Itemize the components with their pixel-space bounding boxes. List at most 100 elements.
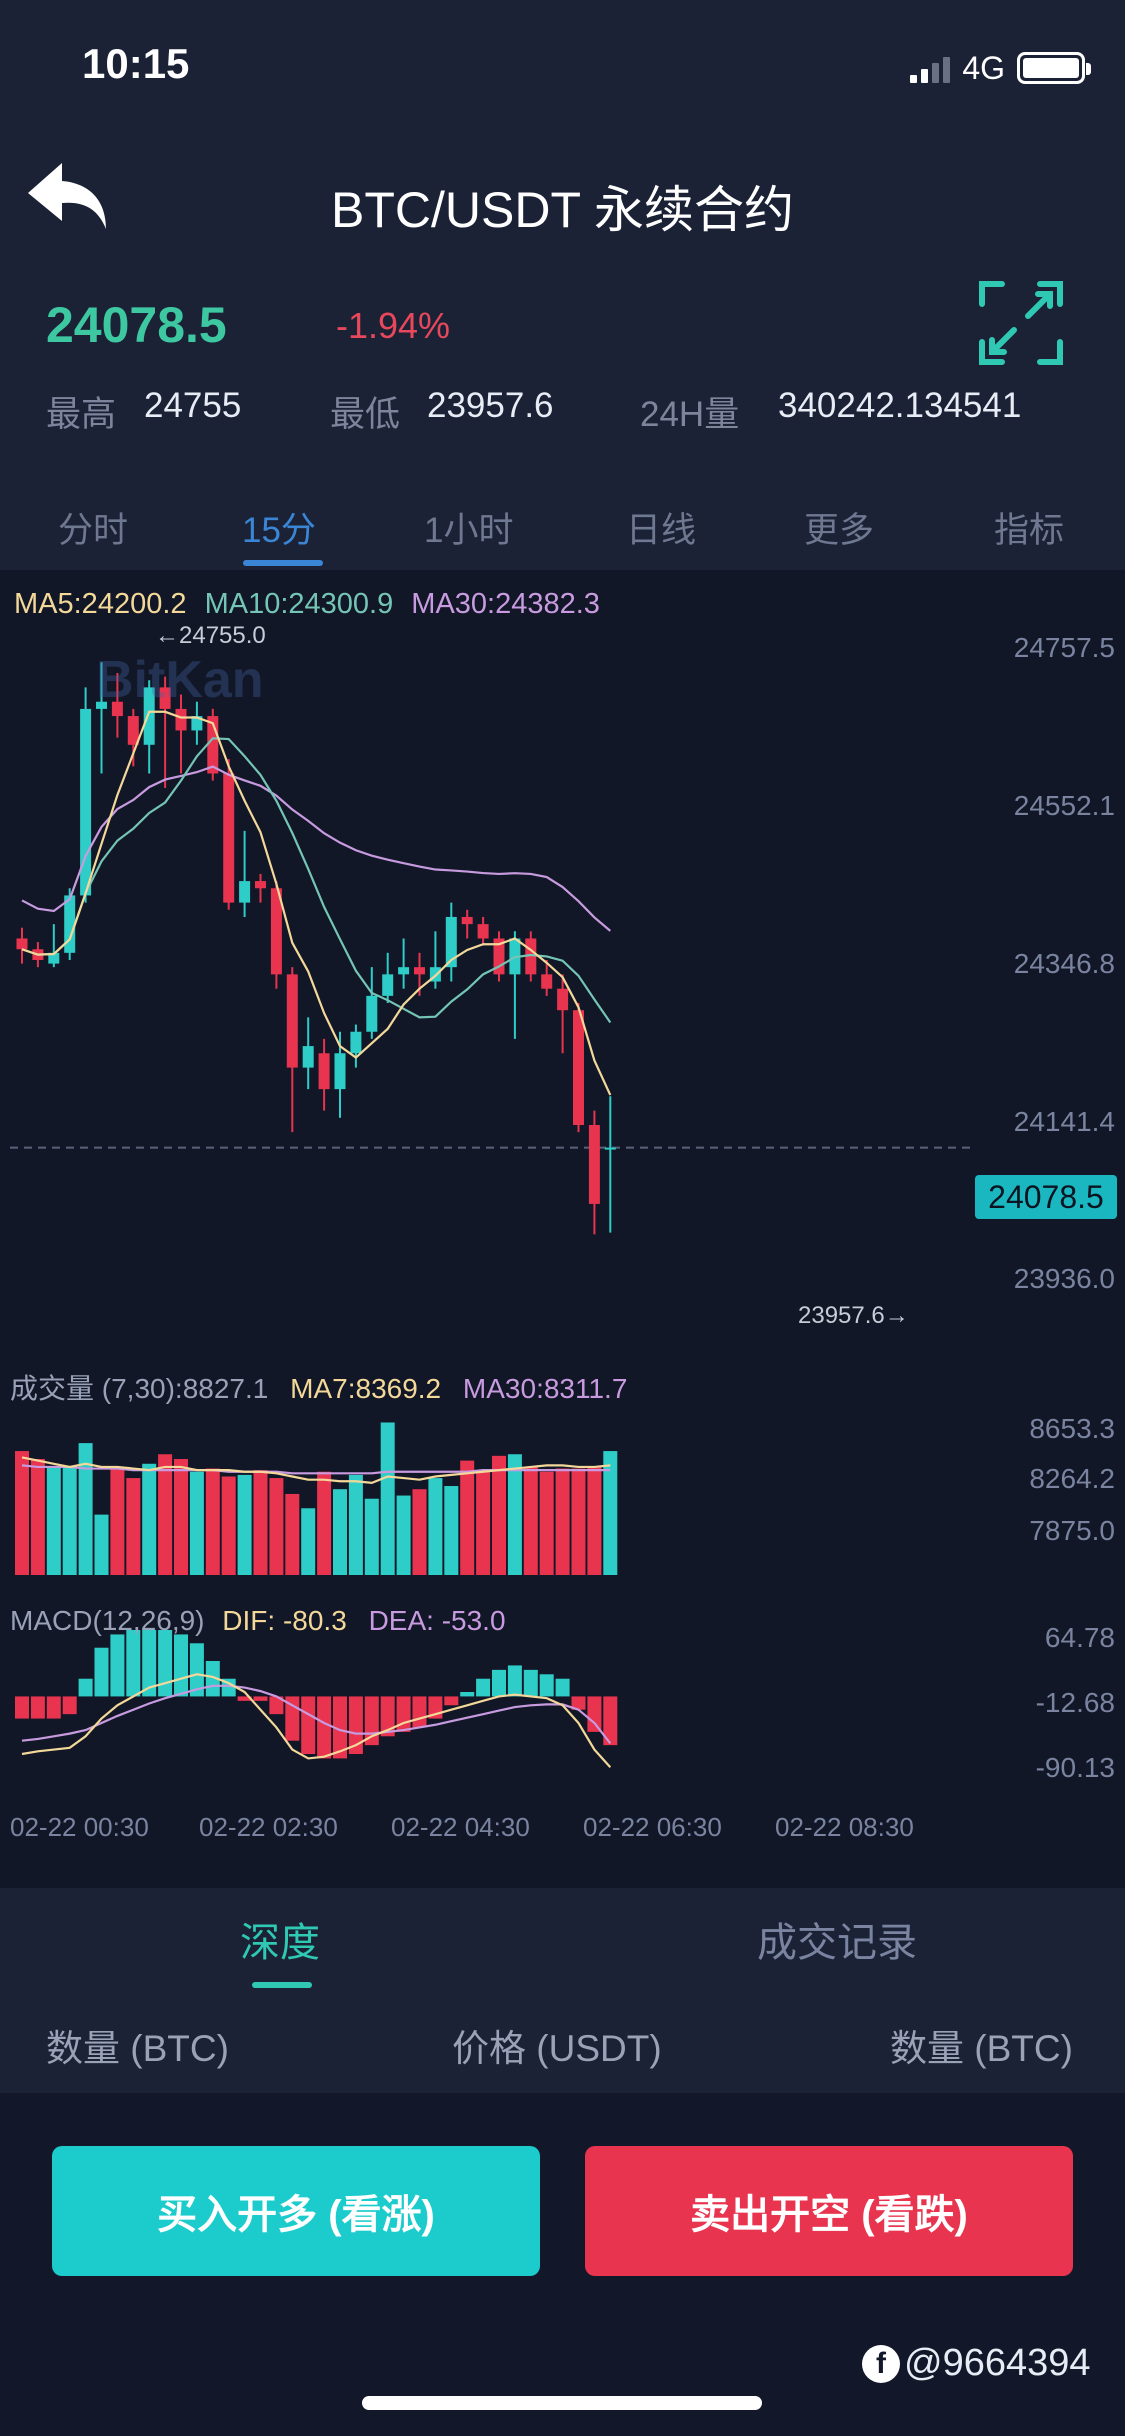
depth-tabs [0, 1888, 1125, 1998]
volume-bar [46, 1466, 61, 1575]
macd-legend: MACD(12,26,9) DIF: -80.3 DEA: -53.0 [10, 1605, 506, 1637]
high-marker: ←24755.0 [155, 622, 266, 649]
macd-histogram-bar [571, 1696, 586, 1710]
dif-legend: DIF: -80.3 [222, 1605, 347, 1636]
home-indicator[interactable] [362, 2396, 762, 2410]
candle-body [127, 716, 139, 745]
volume-ma7-legend: MA7:8369.2 [290, 1373, 442, 1404]
volume-ma30-legend: MA30:8311.7 [462, 1373, 628, 1404]
candle-body [541, 974, 553, 989]
volume-bar [587, 1466, 602, 1575]
facebook-icon: f [862, 2344, 900, 2383]
macd-histogram-bar [587, 1696, 602, 1732]
tab-15min[interactable]: 15分 [242, 511, 316, 550]
dea-line [21, 1684, 612, 1745]
candle-body [16, 938, 28, 950]
candle-body [223, 773, 235, 903]
volume-bar [110, 1468, 125, 1575]
volume-bar [94, 1514, 109, 1575]
macd-histogram-bar [30, 1696, 45, 1719]
back-button[interactable] [22, 155, 112, 235]
volume-bar [78, 1443, 93, 1575]
candle-body [493, 938, 505, 975]
candle-body [239, 881, 251, 903]
timeframe-tabs: 分时 15分 1小时 日线 更多 指标 [0, 490, 1125, 570]
candle-body [270, 888, 282, 975]
tab-indicators[interactable]: 指标 [994, 511, 1065, 550]
macd-histogram-bar [78, 1678, 93, 1697]
volume-bar [301, 1508, 316, 1575]
last-price: 24078.5 [46, 297, 227, 353]
volume-axis-label: 7875.0 [1029, 1515, 1115, 1546]
depth-tab-underline [252, 1982, 312, 1988]
volume-ma7-line [21, 1456, 611, 1484]
volume-bar [189, 1471, 204, 1575]
candle-body [64, 895, 76, 953]
tab-trade-history[interactable]: 成交记录 [757, 1921, 917, 1965]
time-axis-label: 02-22 02:30 [199, 1812, 338, 1842]
volume-bar [555, 1468, 570, 1575]
volume-bar [364, 1498, 379, 1575]
buy-long-button[interactable]: 买入开多 (看涨) [52, 2146, 540, 2276]
tab-timeshare[interactable]: 分时 [58, 511, 129, 550]
macd-histogram-bar [174, 1634, 188, 1697]
active-tab-underline [243, 560, 323, 566]
ma-legend: MA5:24200.2 MA10:24300.9 MA30:24382.3 [14, 588, 610, 621]
price-axis-label: 23936.0 [1013, 1263, 1115, 1294]
volume-legend-main: 成交量 (7,30):8827.1 [10, 1373, 269, 1404]
volume-bar [174, 1459, 188, 1575]
low-label: 最低 [330, 395, 401, 434]
volume-bar [460, 1460, 475, 1575]
macd-histogram-bar [269, 1696, 284, 1715]
current-price-tag: 24078.5 [975, 1175, 1117, 1219]
volume-bar [507, 1454, 522, 1575]
volume-value: 340242.134541 [778, 386, 1022, 425]
chart-area[interactable]: MA5:24200.2 MA10:24300.9 MA30:24382.3 24… [0, 570, 1125, 1888]
macd-histogram-bar [110, 1634, 125, 1697]
candle-body [48, 952, 60, 964]
ma10-line [21, 737, 612, 1024]
candle-body [350, 1031, 362, 1054]
candle-body [604, 1147, 616, 1150]
price-axis-label: 24346.8 [1013, 948, 1115, 979]
candle-body [477, 924, 489, 939]
macd-histogram-bar [348, 1696, 363, 1754]
macd-histogram-bar [158, 1630, 173, 1697]
low-marker: 23957.6→ [798, 1302, 909, 1329]
dif-line [21, 1673, 612, 1769]
macd-histogram-bar [507, 1665, 522, 1697]
page-title: BTC/USDT 永续合约 [331, 182, 794, 238]
low-value: 23957.6 [427, 386, 554, 425]
tab-1hour[interactable]: 1小时 [424, 511, 514, 550]
candle-body [382, 974, 394, 996]
status-time: 10:15 [82, 40, 190, 87]
candle-body [588, 1125, 600, 1204]
candle-body [445, 916, 457, 968]
macd-axis-label: 64.78 [1044, 1622, 1115, 1653]
macd-histogram-bar [380, 1696, 395, 1737]
volume-bar [253, 1470, 268, 1575]
ma30-legend: MA30:24382.3 [411, 588, 600, 620]
tab-depth[interactable]: 深度 [240, 1921, 320, 1965]
macd-histogram-bar [460, 1692, 475, 1697]
volume-label: 24H量 [640, 395, 740, 434]
bitkan-watermark: BitKan [96, 651, 264, 709]
macd-histogram-bar [253, 1696, 268, 1701]
high-value: 24755 [144, 386, 242, 425]
time-axis-label: 02-22 04:30 [391, 1812, 530, 1842]
macd-histogram-bar [523, 1669, 538, 1697]
tab-more[interactable]: 更多 [804, 511, 875, 550]
status-bar: 10:15 4G [0, 0, 1125, 140]
sell-short-button[interactable]: 卖出开空 (看跌) [585, 2146, 1073, 2276]
candle-body [557, 988, 569, 1011]
change-percent: -1.94% [336, 305, 451, 346]
tab-daily[interactable]: 日线 [626, 511, 697, 550]
fullscreen-button[interactable] [978, 280, 1064, 366]
candle-body [398, 967, 410, 975]
volume-axis-label: 8264.2 [1029, 1463, 1115, 1494]
volume-bar [476, 1470, 491, 1575]
candle-body [159, 687, 171, 709]
orderbook-header [0, 1998, 1125, 2093]
ma30-line [21, 765, 612, 932]
volume-bar [412, 1489, 427, 1575]
